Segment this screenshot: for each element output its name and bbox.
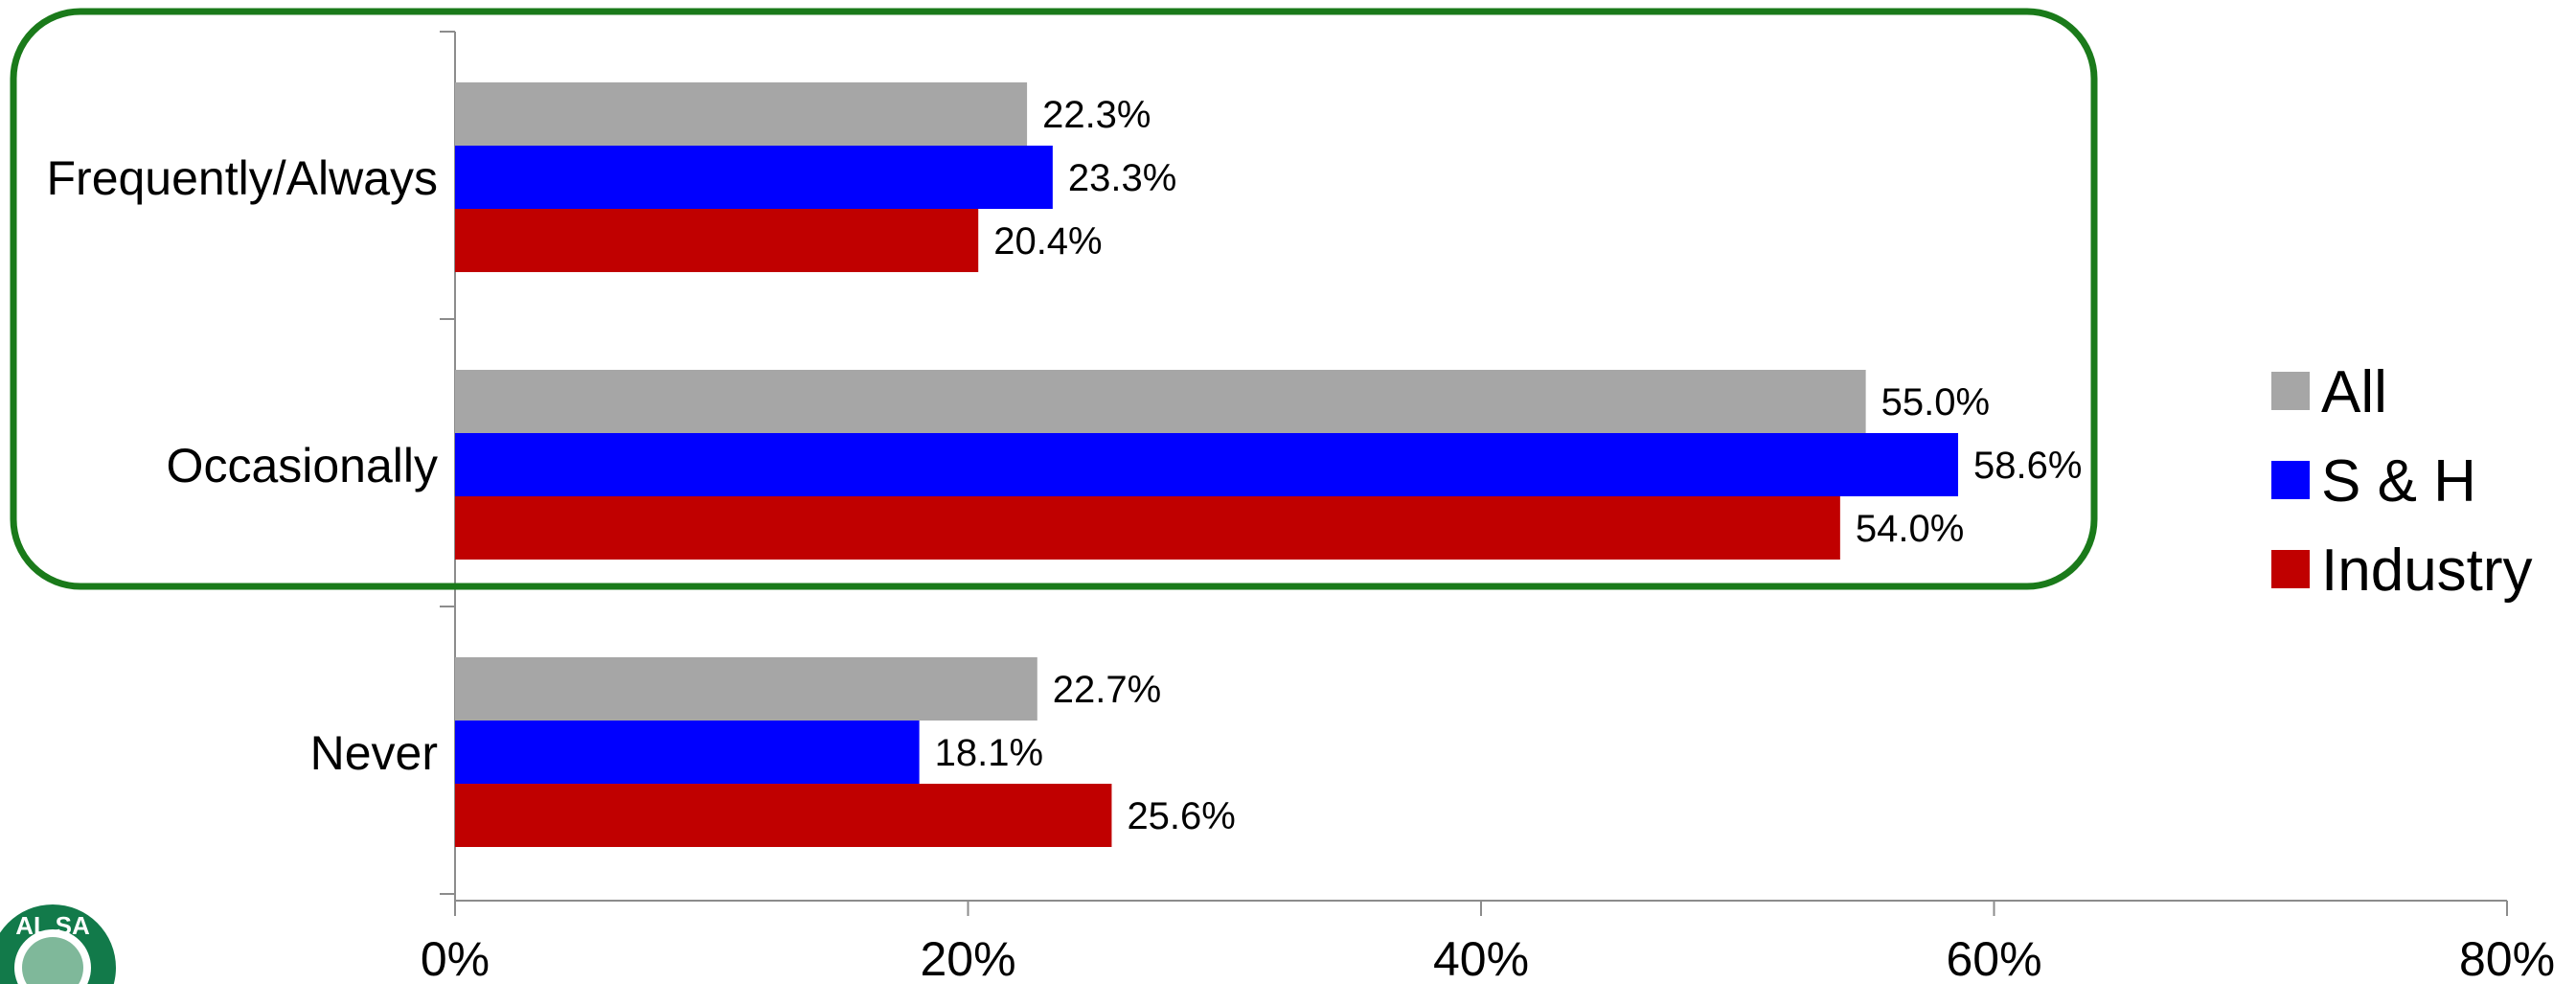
- data-label: 22.3%: [1042, 94, 1151, 136]
- category-label: Never: [310, 726, 438, 780]
- data-label: 55.0%: [1881, 381, 1990, 423]
- data-label: 23.3%: [1068, 157, 1176, 199]
- bar: [455, 496, 1840, 560]
- category-label: Frequently/Always: [47, 151, 439, 205]
- bar: [455, 370, 1866, 433]
- x-tick-label: 60%: [1946, 932, 2041, 984]
- seal-center: [22, 937, 83, 984]
- bar: [455, 146, 1053, 209]
- legend-swatch: [2271, 372, 2310, 410]
- bar: [455, 209, 979, 272]
- bar: [455, 784, 1112, 847]
- data-label: 58.6%: [1973, 445, 2082, 487]
- data-label: 25.6%: [1127, 795, 1235, 837]
- bar: [455, 657, 1037, 721]
- legend: All S & H Industry: [2271, 359, 2533, 604]
- bar: [455, 433, 1959, 496]
- category-label: Occasionally: [167, 439, 438, 492]
- highlight-box-layer: [10, 8, 2098, 590]
- legend-label: All: [2321, 359, 2387, 425]
- plot-area: 0% 20% 40% 60% 80% 22.3% 23.3% 20.4% Frequently/…: [47, 31, 2555, 984]
- data-label: 18.1%: [935, 732, 1043, 774]
- legend-swatch: [2271, 461, 2310, 499]
- bar: [455, 721, 920, 784]
- legend-label: S & H: [2321, 448, 2476, 515]
- data-label: 22.7%: [1053, 669, 1161, 711]
- seal-text: AL SA: [15, 911, 90, 940]
- highlight-box: [10, 8, 2098, 590]
- legend-label: Industry: [2321, 538, 2533, 604]
- x-tick-label: 40%: [1433, 932, 1529, 984]
- data-label: 20.4%: [993, 220, 1102, 263]
- x-tick-label: 80%: [2459, 932, 2555, 984]
- data-label: 54.0%: [1856, 508, 1964, 550]
- x-tick-label: 20%: [920, 932, 1015, 984]
- bar: [455, 82, 1028, 146]
- legend-swatch: [2271, 550, 2310, 588]
- x-tick-label: 0%: [421, 932, 490, 984]
- seal-logo-icon: AL SA: [0, 904, 116, 984]
